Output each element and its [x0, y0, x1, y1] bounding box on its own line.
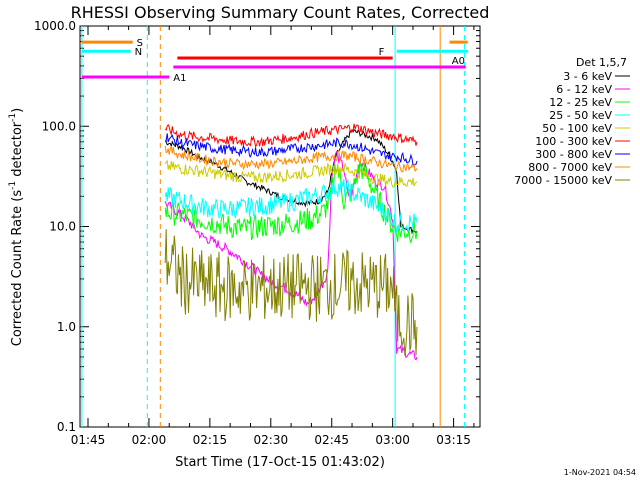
- state-bar-label: F: [379, 47, 385, 58]
- x-tick-label: 02:45: [314, 433, 349, 447]
- y-label-sup2: -1: [8, 113, 18, 122]
- y-label-sup1: -1: [8, 181, 18, 190]
- series-lines: [164, 123, 418, 361]
- legend-label: 25 - 50 keV: [549, 109, 612, 122]
- y-tick-label: 10.0: [49, 220, 76, 234]
- footer-date: 1-Nov-2021 04:54: [564, 468, 636, 477]
- y-label-end: ): [10, 108, 25, 113]
- y-tick-label: 1.0: [57, 320, 76, 334]
- legend-label: 800 - 7000 keV: [528, 161, 612, 174]
- state-bar-label: S: [137, 38, 143, 49]
- state-bar-label: N: [135, 47, 142, 58]
- series-line: [164, 123, 418, 148]
- legend-label: 6 - 12 keV: [556, 83, 612, 96]
- x-tick-label: 02:15: [193, 433, 228, 447]
- x-axis: 01:45 02:00 02:15 02:30 02:45 03:00 03:15: [71, 26, 475, 447]
- series-line: [164, 159, 418, 188]
- y-tick-label: 1000.0: [34, 19, 76, 33]
- y-tick-label: 0.1: [57, 420, 76, 434]
- legend-label: 7000 - 15000 keV: [514, 174, 612, 187]
- x-tick-label: 03:00: [375, 433, 410, 447]
- x-tick-label: 02:00: [132, 433, 167, 447]
- legend-title: Det 1,5,7: [576, 56, 627, 69]
- attenuator-bars: SN F A0 A1: [81, 38, 468, 84]
- y-label-main: Corrected Count Rate (s: [10, 190, 25, 347]
- series-line: [164, 133, 418, 166]
- series-line: [164, 145, 418, 173]
- x-axis-label: Start Time (17-Oct-15 01:43:02): [175, 455, 385, 470]
- state-bar-label: A1: [173, 73, 186, 84]
- y-axis: 0.1 1.0 10.0 100.0 1000.0: [34, 19, 480, 434]
- series-line: [164, 151, 418, 361]
- y-tick-label: 100.0: [42, 119, 76, 133]
- legend-label: 12 - 25 keV: [549, 96, 612, 109]
- chart-title: RHESSI Observing Summary Count Rates, Co…: [71, 3, 490, 22]
- vertical-markers: [81, 26, 466, 427]
- state-bar-label: A0: [452, 56, 465, 67]
- legend-label: 100 - 300 keV: [535, 135, 612, 148]
- legend-label: 3 - 6 keV: [563, 70, 612, 83]
- x-tick-label: 02:30: [254, 433, 289, 447]
- x-tick-label: 01:45: [71, 433, 106, 447]
- series-line: [164, 229, 418, 356]
- series-line: [164, 179, 418, 233]
- y-label-mid: detector: [10, 121, 25, 181]
- y-axis-label: Corrected Count Rate (s-1 detector-1): [8, 108, 25, 346]
- legend-label: 50 - 100 keV: [542, 122, 612, 135]
- x-tick-label: 03:15: [436, 433, 471, 447]
- legend-label: 300 - 800 keV: [535, 148, 612, 161]
- series-line: [164, 160, 418, 245]
